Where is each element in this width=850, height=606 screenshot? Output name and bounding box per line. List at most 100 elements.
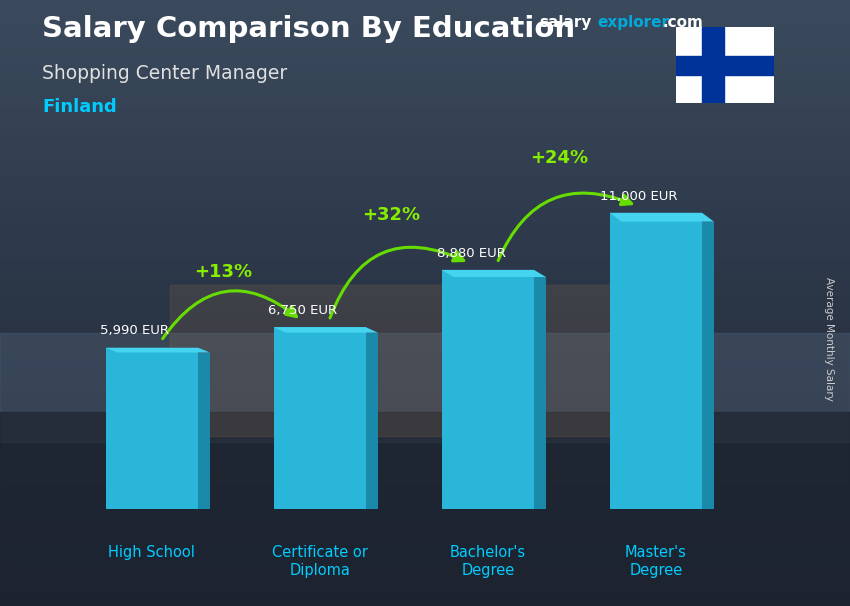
Text: .com: .com	[663, 15, 704, 30]
Bar	[0, 376, 850, 382]
Bar	[0, 533, 850, 539]
Bar	[0, 418, 850, 424]
Text: Bachelor's
Degree: Bachelor's Degree	[450, 545, 526, 578]
Bar	[0, 188, 850, 194]
Bar	[0, 261, 850, 267]
Bar	[676, 56, 774, 75]
Bar	[0, 48, 850, 55]
Bar	[0, 400, 850, 406]
Bar	[198, 353, 210, 509]
Bar	[0, 321, 850, 327]
Bar	[105, 348, 198, 509]
Bar	[0, 345, 850, 351]
Bar	[0, 152, 850, 158]
Bar	[0, 539, 850, 545]
Bar	[0, 436, 850, 442]
Bar	[0, 364, 850, 370]
Bar	[0, 55, 850, 61]
Bar	[0, 503, 850, 509]
Bar	[0, 570, 850, 576]
Bar	[0, 521, 850, 527]
Text: +13%: +13%	[194, 263, 252, 281]
Bar	[0, 127, 850, 133]
Text: Shopping Center Manager: Shopping Center Manager	[42, 64, 288, 82]
Bar	[0, 576, 850, 582]
Bar	[0, 394, 850, 400]
Text: 11,000 EUR: 11,000 EUR	[600, 190, 677, 202]
Bar	[0, 358, 850, 364]
Bar	[0, 473, 850, 479]
Bar	[0, 424, 850, 430]
Text: explorer: explorer	[598, 15, 670, 30]
Bar	[442, 270, 534, 509]
Bar	[170, 285, 680, 436]
Bar	[0, 18, 850, 24]
Bar	[0, 412, 850, 606]
Bar	[0, 170, 850, 176]
Bar	[0, 485, 850, 491]
Bar	[0, 600, 850, 606]
Text: +24%: +24%	[530, 148, 588, 167]
Bar	[0, 491, 850, 497]
Bar	[0, 42, 850, 48]
Text: Average Monthly Salary: Average Monthly Salary	[824, 278, 834, 401]
Bar	[0, 370, 850, 376]
Text: High School: High School	[108, 545, 196, 561]
Bar	[0, 430, 850, 436]
Bar	[0, 133, 850, 139]
Bar	[0, 255, 850, 261]
Bar	[0, 145, 850, 152]
Text: Finland: Finland	[42, 98, 117, 116]
Polygon shape	[442, 270, 546, 277]
Bar	[0, 194, 850, 200]
Bar	[0, 297, 850, 303]
Polygon shape	[105, 348, 210, 353]
Bar	[0, 206, 850, 212]
Bar	[0, 61, 850, 67]
Bar	[274, 327, 366, 509]
Bar	[0, 588, 850, 594]
Bar	[0, 115, 850, 121]
Bar	[0, 164, 850, 170]
Bar	[0, 242, 850, 248]
Text: salary: salary	[540, 15, 592, 30]
Bar	[0, 509, 850, 515]
Bar	[0, 109, 850, 115]
Bar	[0, 36, 850, 42]
Bar	[0, 461, 850, 467]
Bar	[0, 12, 850, 18]
Bar	[0, 467, 850, 473]
Bar	[0, 551, 850, 558]
Bar	[0, 497, 850, 503]
Bar	[0, 388, 850, 394]
Bar	[0, 303, 850, 309]
Bar	[0, 285, 850, 291]
Bar	[0, 248, 850, 255]
Bar	[0, 79, 850, 85]
Bar	[0, 412, 850, 418]
Bar	[0, 158, 850, 164]
Bar	[0, 442, 850, 448]
Bar	[0, 236, 850, 242]
Bar	[0, 176, 850, 182]
Bar	[0, 279, 850, 285]
Bar	[0, 224, 850, 230]
Bar	[0, 67, 850, 73]
Bar	[0, 139, 850, 145]
Bar	[0, 267, 850, 273]
Bar	[0, 73, 850, 79]
Bar	[0, 273, 850, 279]
Bar	[0, 291, 850, 297]
FancyArrowPatch shape	[498, 193, 632, 261]
FancyArrowPatch shape	[330, 247, 464, 318]
Bar	[0, 212, 850, 218]
Bar	[366, 333, 378, 509]
Bar	[0, 91, 850, 97]
Bar	[0, 97, 850, 103]
Bar	[0, 406, 850, 412]
Bar	[0, 103, 850, 109]
Bar	[0, 527, 850, 533]
Bar	[0, 594, 850, 600]
Bar	[0, 448, 850, 454]
Text: +32%: +32%	[362, 205, 420, 224]
